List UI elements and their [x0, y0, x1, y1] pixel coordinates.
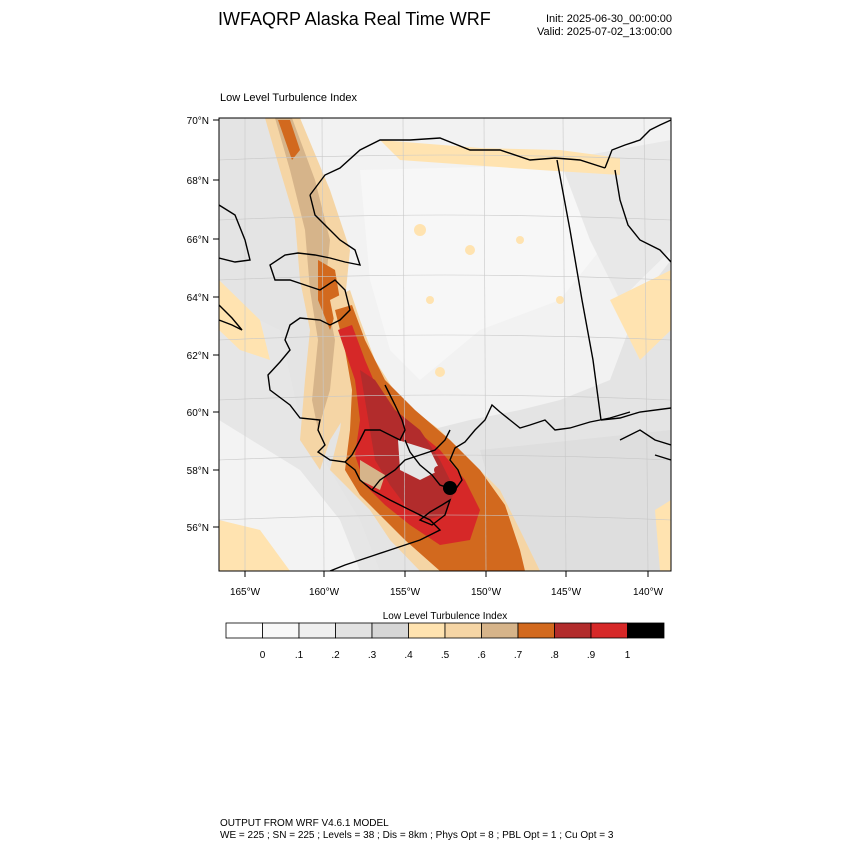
lon-label: 155°W — [390, 587, 421, 598]
colorbar-label: .4 — [404, 650, 413, 661]
colorbar-swatch — [408, 622, 446, 639]
lat-tick-marks — [213, 119, 219, 528]
map-panel: 70°N 68°N 66°N 64°N 62°N 60°N 58°N 56°N … — [187, 116, 672, 598]
colorbar-label: .9 — [587, 650, 596, 661]
page-title: IWFAQRP Alaska Real Time WRF — [218, 9, 491, 29]
colorbar-label: .5 — [441, 650, 450, 661]
lat-label: 70°N — [187, 116, 209, 127]
colorbar-swatch — [517, 622, 555, 639]
map-field-label: Low Level Turbulence Index — [220, 92, 357, 104]
lat-label: 58°N — [187, 466, 209, 477]
lon-label: 145°W — [551, 587, 582, 598]
colorbar-labels: 0 .1 .2 .3 .4 .5 .6 .7 .8 .9 1 — [260, 650, 631, 661]
colorbar-swatch — [444, 622, 482, 639]
colorbar-label: .8 — [550, 650, 559, 661]
lon-label: 165°W — [230, 587, 261, 598]
lon-labels: 165°W 160°W 155°W 150°W 145°W 140°W — [230, 587, 664, 598]
turbulence-field — [219, 118, 671, 571]
colorbar-label: .7 — [514, 650, 523, 661]
colorbar-label: .1 — [295, 650, 304, 661]
lat-label: 62°N — [187, 351, 209, 362]
coastlines — [219, 119, 671, 571]
colorbar-label: 0 — [260, 650, 266, 661]
colorbar-label: .6 — [477, 650, 486, 661]
lon-tick-marks — [244, 571, 649, 577]
colorbar-swatch — [481, 622, 519, 639]
footer-line-2: WE = 225 ; SN = 225 ; Levels = 38 ; Dis … — [220, 830, 614, 841]
init-time: Init: 2025-06-30_00:00:00 — [546, 13, 672, 25]
colorbar-swatch — [554, 622, 592, 639]
lat-label: 64°N — [187, 293, 209, 304]
lat-label: 68°N — [187, 176, 209, 187]
colorbar-swatch — [262, 622, 300, 639]
colorbar-swatch — [590, 622, 628, 639]
colorbar-boxes — [225, 622, 665, 639]
lat-labels: 70°N 68°N 66°N 64°N 62°N 60°N 58°N 56°N — [187, 116, 209, 534]
colorbar-swatch — [335, 622, 373, 639]
lat-label: 66°N — [187, 235, 209, 246]
lon-label: 160°W — [309, 587, 340, 598]
time-info: Init: 2025-06-30_00:00:00 Valid: 2025-07… — [500, 13, 672, 39]
colorbar-label: .2 — [331, 650, 340, 661]
lat-label: 60°N — [187, 408, 209, 419]
colorbar: Low Level Turbulence Index 0 .1 .2 .3 .4 .5 .6… — [225, 611, 665, 661]
lon-label: 150°W — [471, 587, 502, 598]
model-footer: OUTPUT FROM WRF V4.6.1 MODEL WE = 225 ; … — [220, 818, 613, 842]
colorbar-title: Low Level Turbulence Index — [383, 611, 508, 622]
footer-line-1: OUTPUT FROM WRF V4.6.1 MODEL — [220, 818, 389, 829]
colorbar-swatch — [225, 622, 263, 639]
lat-label: 56°N — [187, 523, 209, 534]
colorbar-swatch — [371, 622, 409, 639]
valid-time: Valid: 2025-07-02_13:00:00 — [537, 26, 672, 38]
colorbar-swatch — [627, 622, 665, 639]
colorbar-label: 1 — [625, 650, 631, 661]
colorbar-swatch — [298, 622, 336, 639]
map-frame — [218, 117, 672, 572]
colorbar-label: .3 — [368, 650, 377, 661]
lon-label: 140°W — [633, 587, 664, 598]
